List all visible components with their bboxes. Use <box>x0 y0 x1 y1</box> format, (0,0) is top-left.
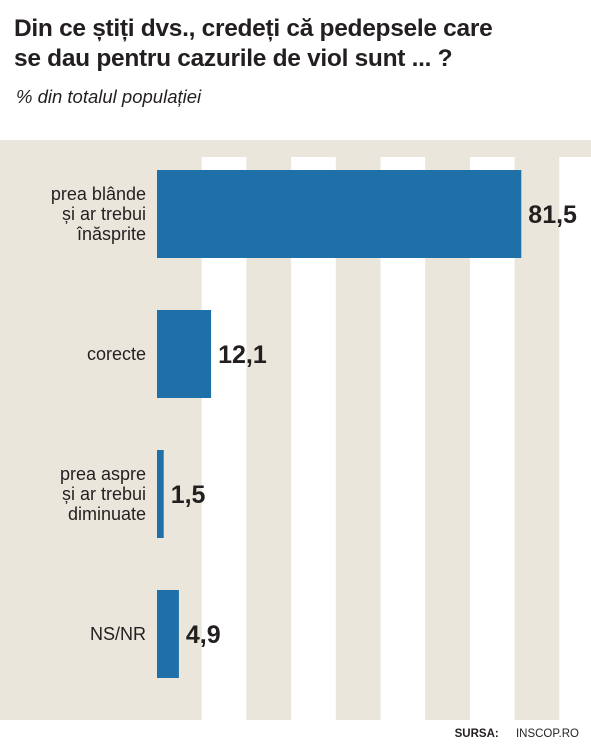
chart-title: Din ce știți dvs., credeți că pedepsele … <box>14 14 584 74</box>
value-label-2: 12,1 <box>218 341 267 369</box>
source-note: SURSA: INSCOP.RO <box>455 728 579 740</box>
bar-2 <box>157 310 212 398</box>
value-label-1: 81,5 <box>528 201 577 229</box>
source-value: INSCOP.RO <box>515 728 579 740</box>
value-label-3: 1,5 <box>171 481 206 509</box>
source-label: SURSA: <box>454 728 499 740</box>
bar-4 <box>157 590 179 678</box>
category-label-3-line-2: și ar trebui <box>62 484 146 504</box>
chart-title-line-1: Din ce știți dvs., credeți că pedepsele … <box>14 15 493 42</box>
category-label-1-line-3: înăsprite <box>76 224 146 244</box>
category-label-2-line-1: corecte <box>87 344 146 364</box>
chart-title-line-2: se dau pentru cazurile de viol sunt ... … <box>14 45 453 72</box>
bar-3 <box>157 450 164 538</box>
bar-1 <box>157 170 522 258</box>
category-label-3-line-3: diminuate <box>68 504 146 524</box>
category-label-3-line-1: prea aspre <box>60 464 146 484</box>
value-label-4: 4,9 <box>186 621 221 649</box>
chart-subtitle: % din totalul populației <box>16 86 202 107</box>
category-label-4-line-1: NS/NR <box>90 624 146 644</box>
grid-stripe <box>559 157 591 720</box>
category-label-1-line-2: și ar trebui <box>62 204 146 224</box>
category-label-1-line-1: prea blânde <box>51 184 146 204</box>
